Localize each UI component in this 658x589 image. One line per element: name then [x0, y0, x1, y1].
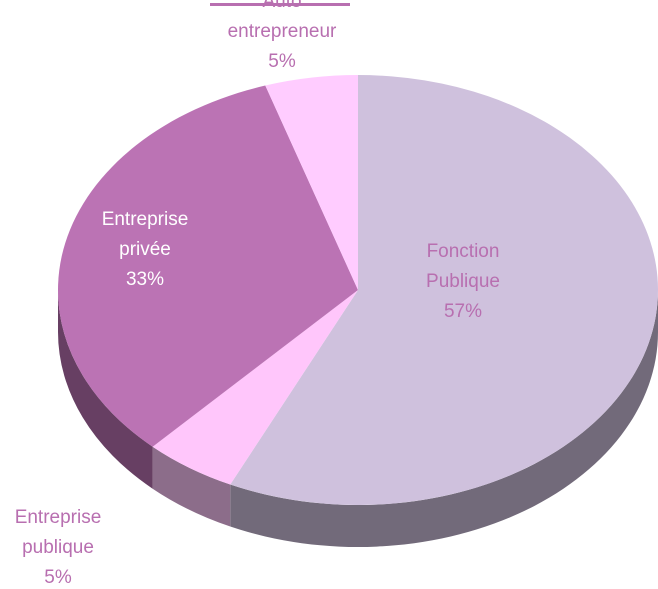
slice-side — [152, 446, 231, 527]
value-label: 5% — [268, 51, 296, 72]
slice-label: Auto entrepreneur 5% — [212, 0, 352, 77]
slice — [152, 290, 358, 485]
slice-label: Entreprise privée 33% — [90, 205, 200, 295]
value-label: 5% — [44, 567, 72, 588]
slice — [230, 75, 658, 505]
slice — [265, 75, 358, 290]
category-label: Fonction Publique — [426, 241, 500, 292]
value-label: 33% — [125, 269, 165, 290]
slice-side — [230, 290, 658, 548]
decor-bar — [210, 3, 350, 6]
category-label: Entreprise publique — [14, 507, 102, 558]
value-label: 57% — [443, 301, 483, 322]
slice — [57, 85, 358, 447]
category-label: Entreprise privée — [101, 209, 189, 260]
slice-label: Entreprise publique 5% — [3, 503, 113, 589]
slice-label: Fonction Publique 57% — [418, 237, 508, 327]
category-label: Auto entrepreneur — [227, 0, 337, 42]
slice-side — [58, 290, 153, 489]
